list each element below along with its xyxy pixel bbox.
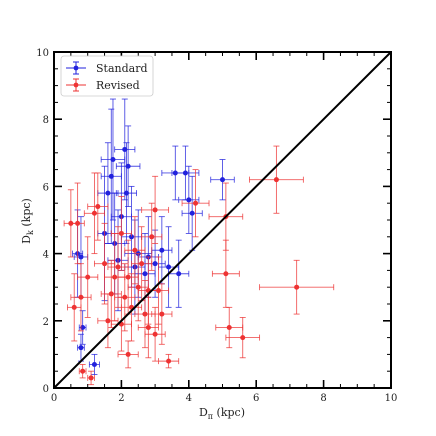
data-point	[249, 145, 304, 214]
legend-marker-revised	[66, 78, 86, 92]
data-point	[115, 125, 141, 208]
data-point	[114, 98, 136, 201]
data-point	[87, 172, 109, 241]
data-point	[88, 353, 100, 376]
data-point	[144, 306, 166, 362]
plot-layer	[53, 51, 392, 389]
one-to-one-line	[53, 51, 392, 389]
y-tick-label: 0	[43, 384, 49, 395]
x-tick-label: 0	[51, 393, 57, 404]
data-point	[78, 364, 87, 379]
legend-label-revised: Revised	[96, 79, 140, 92]
y-tick-label: 2	[43, 317, 49, 328]
x-tick-label: 10	[385, 393, 398, 404]
data-point	[78, 310, 87, 345]
data-point	[110, 196, 132, 271]
data-point	[77, 236, 99, 318]
data-point	[141, 202, 163, 271]
series-revised	[63, 145, 335, 386]
data-point	[115, 142, 138, 244]
axis-layer: 0 2 4 6 8 10 0 2 4 6 8 10	[36, 48, 397, 404]
data-point	[211, 239, 240, 308]
data-point	[141, 175, 170, 244]
data-point	[259, 259, 335, 315]
data-point	[158, 353, 180, 369]
data-point	[215, 306, 244, 349]
data-point	[77, 333, 85, 362]
data-point	[124, 216, 146, 285]
y-tick-label: 10	[36, 48, 49, 59]
data-point	[181, 169, 210, 238]
y-tick-label: 6	[43, 182, 49, 193]
x-tick-label: 8	[320, 393, 326, 404]
data-point	[181, 175, 203, 251]
data-point	[210, 159, 235, 201]
x-axis-label: Dπ (kpc)	[199, 406, 245, 421]
y-tick-label: 8	[43, 115, 49, 126]
x-tick-label: 4	[186, 393, 192, 404]
data-point	[178, 165, 200, 234]
legend: Standard Revised	[60, 55, 154, 97]
legend-label-standard: Standard	[96, 62, 148, 75]
y-tick-label: 4	[43, 250, 49, 261]
data-point	[151, 283, 173, 345]
data-point	[70, 182, 85, 265]
y-axis-label: Dk (kpc)	[20, 198, 35, 244]
data-point	[168, 239, 190, 308]
data-point	[171, 145, 200, 201]
data-point	[225, 316, 261, 359]
data-point	[87, 370, 95, 386]
legend-frame	[60, 55, 154, 97]
x-tick-label: 2	[118, 393, 124, 404]
data-point	[117, 340, 139, 369]
x-tick-label: 6	[253, 393, 259, 404]
legend-marker-standard	[66, 61, 86, 75]
